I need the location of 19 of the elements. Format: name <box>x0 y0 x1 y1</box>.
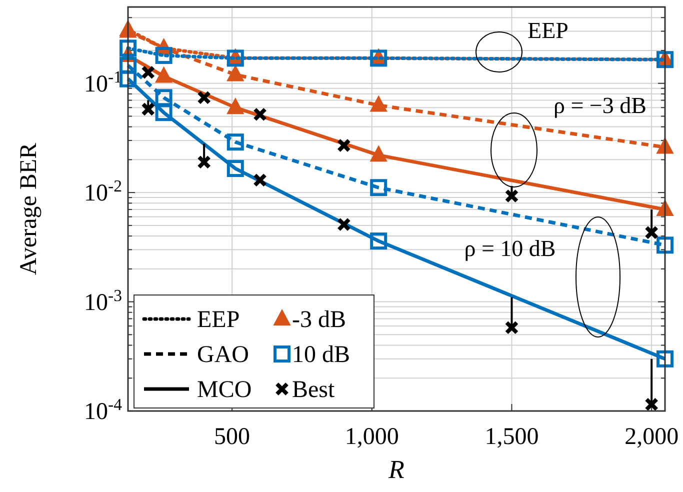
y-tick-label: 10$^{-1}$ <box>84 66 122 98</box>
annotation: MCO <box>197 377 252 403</box>
annotation: EEP <box>197 307 240 333</box>
x-tick-label: 500 <box>214 424 250 450</box>
y-axis-title: Average BER <box>16 142 42 276</box>
legend-label: 10 dB <box>292 342 350 368</box>
x-tick-label: 1,000 <box>344 424 399 450</box>
y-tick-label: 10$^{-4}$ <box>84 394 123 425</box>
x-tick-label: 2,000 <box>624 424 679 450</box>
x-axis-title: R <box>388 455 405 484</box>
x-tick-label: 1,500 <box>484 424 539 450</box>
annotation: EEP <box>528 18 568 43</box>
legend-label: Best <box>292 377 335 403</box>
y-tick-label: 10$^{-2}$ <box>84 176 122 207</box>
annotation: ρ = −3 dB <box>553 93 647 118</box>
annotation: GAO <box>197 342 249 368</box>
y-tick-label: 10$^{-3}$ <box>84 285 122 316</box>
legend-label: -3 dB <box>292 307 346 333</box>
annotation: ρ = 10 dB <box>464 236 556 261</box>
